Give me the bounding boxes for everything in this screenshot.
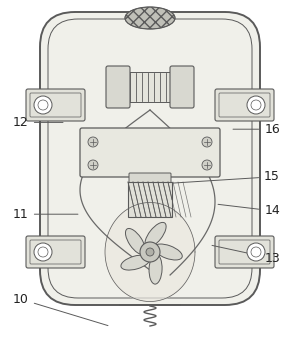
Text: 15: 15 [167, 170, 280, 183]
Text: 14: 14 [218, 204, 280, 217]
Ellipse shape [149, 254, 162, 284]
Bar [128, 182, 172, 217]
Circle shape [88, 137, 98, 147]
FancyBboxPatch shape [26, 236, 85, 268]
FancyBboxPatch shape [40, 12, 260, 305]
Ellipse shape [125, 7, 175, 29]
Text: 11: 11 [13, 208, 78, 221]
Circle shape [88, 160, 98, 170]
FancyBboxPatch shape [170, 66, 194, 108]
Circle shape [34, 96, 52, 114]
Ellipse shape [154, 244, 182, 260]
FancyBboxPatch shape [106, 66, 130, 108]
Circle shape [202, 137, 212, 147]
Bar [128, 72, 172, 102]
FancyBboxPatch shape [129, 173, 171, 185]
Ellipse shape [121, 255, 150, 270]
Text: 12: 12 [13, 116, 63, 129]
Circle shape [247, 243, 265, 261]
FancyBboxPatch shape [215, 236, 274, 268]
Ellipse shape [145, 222, 166, 248]
FancyBboxPatch shape [26, 89, 85, 121]
FancyBboxPatch shape [80, 128, 220, 177]
Circle shape [247, 96, 265, 114]
Circle shape [146, 248, 154, 256]
Text: 10: 10 [13, 293, 108, 326]
FancyBboxPatch shape [215, 89, 274, 121]
Circle shape [34, 243, 52, 261]
Circle shape [140, 242, 160, 262]
Text: 16: 16 [233, 123, 280, 136]
Circle shape [202, 160, 212, 170]
Text: 13: 13 [212, 245, 280, 265]
Polygon shape [105, 203, 195, 302]
Ellipse shape [126, 228, 145, 254]
